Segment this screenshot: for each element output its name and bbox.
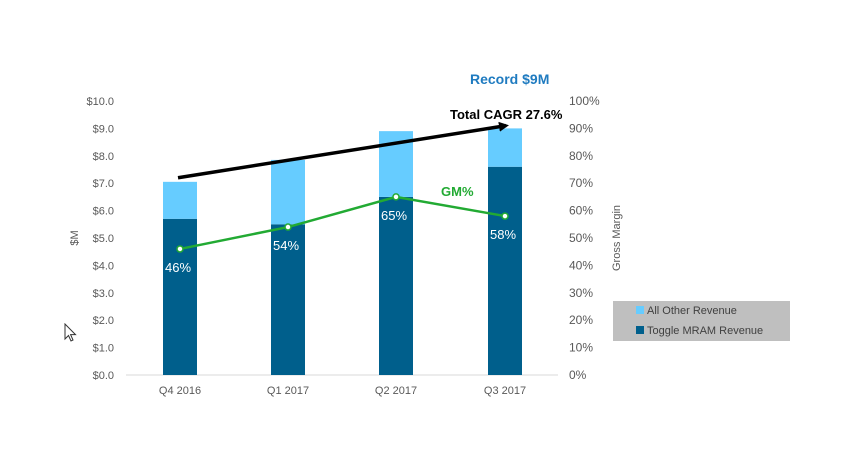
y-left-tick-label: $3.0 bbox=[93, 288, 114, 300]
cagr-trend-arrow bbox=[177, 121, 509, 180]
y-left-tick-label: $5.0 bbox=[93, 233, 114, 245]
y-left-tick-label: $1.0 bbox=[93, 343, 114, 355]
bar-toggle-mram bbox=[271, 224, 305, 375]
gm-point bbox=[501, 212, 509, 220]
y-left-tick-label: $10.0 bbox=[86, 96, 114, 108]
y-right-tick-label: 70% bbox=[569, 176, 593, 190]
y-left-axis-title: $M bbox=[69, 230, 81, 245]
bar-all-other bbox=[163, 181, 197, 219]
y-left-tick-label: $6.0 bbox=[93, 206, 114, 218]
y-right-tick-label: 60% bbox=[569, 204, 593, 218]
y-left-tick-label: $4.0 bbox=[93, 260, 114, 272]
y-left-tick-label: $8.0 bbox=[93, 151, 114, 163]
gm-line bbox=[179, 195, 506, 251]
legend-swatch-mram bbox=[636, 326, 644, 334]
gm-point bbox=[176, 245, 184, 253]
y-right-tick-label: 80% bbox=[569, 149, 593, 163]
gm-point bbox=[392, 193, 400, 201]
gm-annotation: GM% bbox=[441, 184, 474, 199]
y-left-tick-label: $2.0 bbox=[93, 315, 114, 327]
bar-toggle-mram bbox=[379, 196, 413, 375]
bar-toggle-mram bbox=[488, 166, 522, 375]
gm-data-label: 54% bbox=[273, 238, 299, 253]
cagr-annotation: Total CAGR 27.6% bbox=[450, 107, 563, 122]
bar-all-other bbox=[271, 159, 305, 225]
x-tick-label: Q2 2017 bbox=[375, 385, 417, 397]
bar-toggle-mram bbox=[163, 218, 197, 375]
gm-data-label: 58% bbox=[490, 227, 516, 242]
y-left-tick-label: $9.0 bbox=[93, 123, 114, 135]
gm-point bbox=[284, 223, 292, 231]
y-left-tick-label: $7.0 bbox=[93, 178, 114, 190]
y-right-tick-label: 30% bbox=[569, 286, 593, 300]
legend-label-other: All Other Revenue bbox=[647, 305, 737, 317]
record-annotation: Record $9M bbox=[470, 71, 549, 87]
y-right-tick-label: 20% bbox=[569, 313, 593, 327]
y-right-tick-label: 10% bbox=[569, 341, 593, 355]
legend-label-mram: Toggle MRAM Revenue bbox=[647, 325, 763, 337]
legend-swatch-other bbox=[636, 306, 644, 314]
y-right-axis-title: Gross Margin bbox=[611, 205, 623, 271]
gm-data-label: 46% bbox=[165, 260, 191, 275]
x-tick-label: Q3 2017 bbox=[484, 385, 526, 397]
y-right-tick-label: 90% bbox=[569, 121, 593, 135]
bar-all-other bbox=[488, 128, 522, 167]
x-tick-label: Q4 2016 bbox=[159, 385, 201, 397]
y-right-tick-label: 100% bbox=[569, 94, 600, 108]
x-tick-label: Q1 2017 bbox=[267, 385, 309, 397]
y-left-tick-label: $0.0 bbox=[93, 370, 114, 382]
y-right-tick-label: 50% bbox=[569, 231, 593, 245]
y-right-tick-label: 40% bbox=[569, 258, 593, 272]
y-right-tick-label: 0% bbox=[569, 368, 587, 382]
gm-data-label: 65% bbox=[381, 208, 407, 223]
mouse-pointer-icon bbox=[64, 323, 77, 342]
